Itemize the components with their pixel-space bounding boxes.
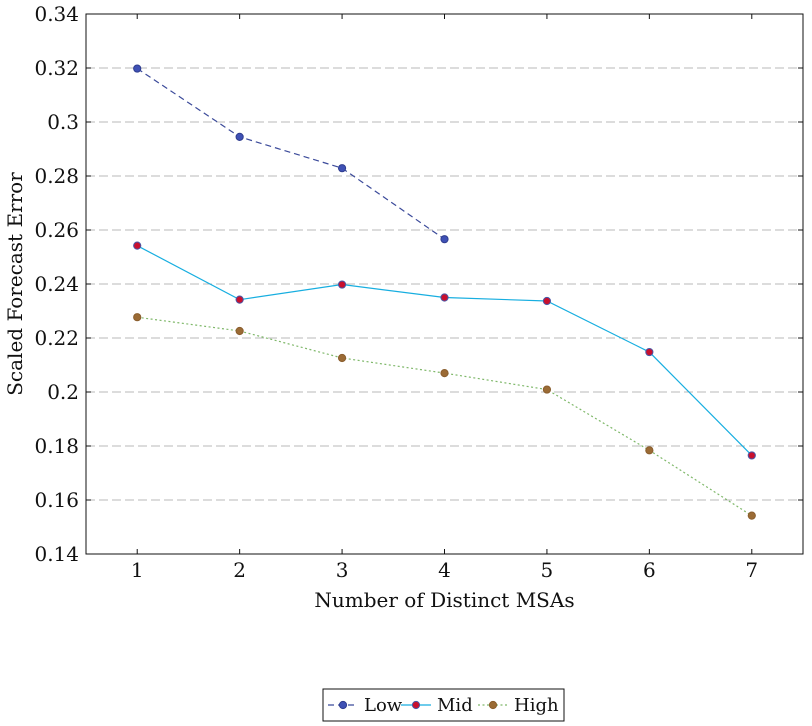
data-point-mid	[542, 296, 552, 306]
y-tick-label: 0.32	[34, 56, 79, 80]
data-point-high	[235, 326, 244, 336]
data-point-low	[133, 64, 142, 73]
x-tick-label: 1	[131, 558, 144, 582]
data-point-high	[542, 385, 552, 394]
y-tick-label: 0.26	[34, 218, 79, 242]
legend-item-high: High	[478, 695, 559, 716]
x-tick-label: 2	[233, 558, 246, 582]
x-tick-label: 4	[438, 558, 451, 582]
series-high	[133, 313, 756, 520]
series-mid	[133, 241, 756, 460]
legend-label-high: High	[514, 695, 559, 716]
y-tick-label: 0.34	[34, 2, 79, 26]
series-line-low	[136, 68, 445, 240]
data-point-high	[133, 313, 142, 322]
x-tick-label: 6	[643, 558, 656, 582]
data-point-low	[440, 235, 449, 244]
legend-item-mid: Mid	[401, 695, 473, 716]
data-point-mid	[440, 293, 449, 302]
y-tick-label: 0.28	[34, 164, 79, 188]
legend-label-low: Low	[364, 695, 403, 716]
series-line-high	[137, 316, 753, 517]
series-group	[133, 64, 756, 520]
y-tick-label: 0.3	[47, 110, 79, 134]
series-low	[133, 64, 449, 244]
legend-label-mid: Mid	[437, 695, 473, 716]
legend-item-low: Low	[328, 695, 403, 716]
y-axis-label: Scaled Forecast Error	[3, 172, 27, 396]
x-tick-label: 3	[336, 558, 349, 582]
y-tick-label: 0.14	[34, 542, 79, 566]
data-point-high	[747, 511, 756, 520]
data-point-low	[235, 132, 244, 141]
data-point-mid	[235, 295, 244, 304]
data-point-high	[440, 369, 449, 378]
x-axis-label: Number of Distinct MSAs	[314, 588, 574, 612]
x-tick-label: 7	[745, 558, 758, 582]
grid-lines	[86, 67, 803, 501]
legend-marker-high	[488, 700, 498, 710]
data-point-high	[645, 446, 654, 455]
data-point-mid	[747, 451, 756, 460]
y-tick-label: 0.18	[34, 434, 79, 458]
y-tick-label: 0.22	[34, 326, 79, 350]
legend: Low Mid High	[322, 688, 565, 722]
y-tick-label: 0.16	[34, 488, 79, 512]
legend-marker-low	[338, 700, 348, 710]
y-tick-label: 0.24	[34, 272, 79, 296]
legend-box	[322, 688, 565, 722]
legend-marker-mid	[411, 700, 421, 710]
data-point-mid	[645, 347, 654, 357]
data-point-low	[337, 164, 347, 173]
x-tick-label: 5	[541, 558, 554, 582]
series-line-mid	[136, 245, 753, 456]
y-tick-label: 0.2	[47, 380, 79, 404]
data-point-high	[337, 353, 347, 363]
axis-ticks: 0.14 0.16 0.18 0.2 0.22 0.24 0.26 0.28 0.3 0.32 0.…	[34, 2, 803, 582]
data-point-mid	[337, 280, 347, 289]
data-point-mid	[133, 241, 142, 250]
